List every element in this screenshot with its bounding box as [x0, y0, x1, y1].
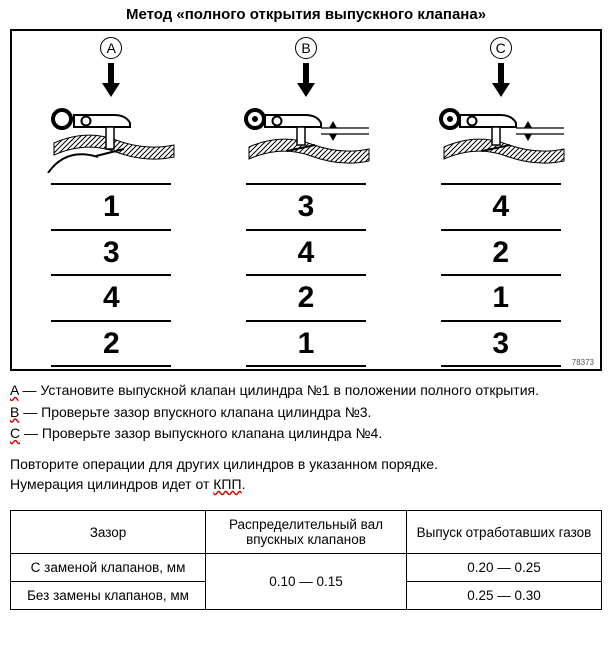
seq-cell: 1	[441, 276, 561, 322]
panel-c: C 4 2	[405, 37, 596, 367]
legend-sep: —	[20, 425, 42, 441]
arrow-down-icon	[492, 63, 510, 97]
sequence-list-c: 4 2 1 3	[441, 183, 561, 367]
seq-cell: 4	[51, 276, 171, 322]
arrow-down-icon	[102, 63, 120, 97]
legend-sep: —	[19, 382, 41, 398]
th-gap: Зазор	[11, 511, 206, 554]
note-2-wavy: КПП	[213, 476, 241, 492]
seq-cell: 1	[246, 322, 366, 368]
th-exhaust: Выпуск отработавших газов	[406, 511, 601, 554]
sequence-list-b: 3 4 2 1	[246, 183, 366, 367]
seq-cell: 4	[441, 183, 561, 231]
table-row: С заменой клапанов, мм 0.10 — 0.15 0.20 …	[11, 554, 602, 582]
table-header-row: Зазор Распределительный вал впускных кла…	[11, 511, 602, 554]
legend-row-b: B — Проверьте зазор впускного клапана ци…	[10, 403, 602, 423]
legend-row-c: C — Проверьте зазор выпускного клапана ц…	[10, 424, 602, 444]
figure-ref-number: 78373	[572, 358, 594, 367]
td-label: С заменой клапанов, мм	[11, 554, 206, 582]
legend-block: A — Установите выпускной клапан цилиндра…	[10, 381, 602, 444]
td-label: Без замены клапанов, мм	[11, 582, 206, 610]
legend-text: Проверьте зазор выпускного клапана цилин…	[42, 425, 382, 441]
legend-row-a: A — Установите выпускной клапан цилиндра…	[10, 381, 602, 401]
legend-text: Проверьте зазор впускного клапана цилинд…	[41, 404, 371, 420]
valve-diagram-a	[46, 101, 176, 173]
seq-cell: 3	[51, 231, 171, 277]
seq-cell: 2	[246, 276, 366, 322]
panel-label-c: C	[490, 37, 512, 59]
seq-cell: 2	[51, 322, 171, 368]
td-exhaust-value: 0.20 — 0.25	[406, 554, 601, 582]
panel-label-a: A	[100, 37, 122, 59]
notes-block: Повторите операции для других цилиндров …	[10, 454, 602, 495]
note-line-1: Повторите операции для других цилиндров …	[10, 454, 602, 474]
legend-key: C	[10, 425, 20, 441]
figure-box: A 1 3 4 2	[10, 29, 602, 371]
panel-a: A 1 3 4 2	[16, 37, 207, 367]
valve-diagram-b	[241, 101, 371, 173]
seq-cell: 3	[246, 183, 366, 231]
spec-table: Зазор Распределительный вал впускных кла…	[10, 510, 602, 610]
td-exhaust-value: 0.25 — 0.30	[406, 582, 601, 610]
panel-label-b: B	[295, 37, 317, 59]
legend-text: Установите выпускной клапан цилиндра №1 …	[40, 382, 539, 398]
document-page: Метод «полного открытия выпускного клапа…	[0, 0, 612, 620]
note-2-suffix: .	[242, 476, 246, 492]
th-intake: Распределительный вал впускных клапанов	[206, 511, 407, 554]
legend-key: B	[10, 404, 19, 420]
arrow-down-icon	[297, 63, 315, 97]
legend-key: A	[10, 382, 19, 398]
sequence-list-a: 1 3 4 2	[51, 183, 171, 367]
panels-row: A 1 3 4 2	[16, 37, 596, 367]
seq-cell: 4	[246, 231, 366, 277]
seq-cell: 2	[441, 231, 561, 277]
page-title: Метод «полного открытия выпускного клапа…	[10, 6, 602, 23]
note-2-prefix: Нумерация цилиндров идет от	[10, 476, 213, 492]
note-line-2: Нумерация цилиндров идет от КПП.	[10, 474, 602, 494]
seq-cell: 1	[51, 183, 171, 231]
valve-diagram-c	[436, 101, 566, 173]
td-intake-value: 0.10 — 0.15	[206, 554, 407, 610]
seq-cell: 3	[441, 322, 561, 368]
panel-b: B 3 4	[211, 37, 402, 367]
legend-sep: —	[19, 404, 41, 420]
